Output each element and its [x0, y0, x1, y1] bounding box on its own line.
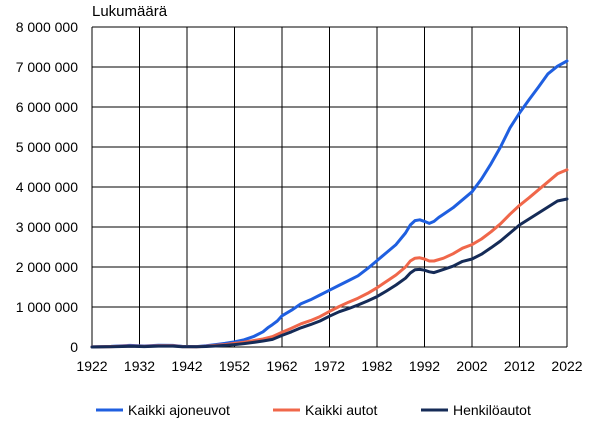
- legend-label: Henkilöautot: [453, 402, 531, 418]
- x-tick-labels: 1922 1932 1942 1952 1962 1972 1982 1992 2002 2012…: [76, 358, 582, 374]
- grid: [91, 26, 568, 348]
- y-tick-label: 4 000 000: [16, 179, 78, 195]
- x-tick-label: 2012: [504, 358, 535, 374]
- y-tick-label: 7 000 000: [16, 59, 78, 75]
- x-tick-label: 1982: [361, 358, 392, 374]
- series-line: [90, 197, 569, 349]
- y-tick-label: 1 000 000: [16, 299, 78, 315]
- y-tick-label: 3 000 000: [16, 219, 78, 235]
- legend-label: Kaikki ajoneuvot: [128, 402, 230, 418]
- y-tick-label: 8 000 000: [16, 19, 78, 35]
- y-tick-label: 0: [70, 339, 78, 355]
- x-tick-label: 1922: [76, 358, 107, 374]
- x-tick-label: 1962: [266, 358, 297, 374]
- legend: Kaikki ajoneuvot Kaikki autot Henkilöautot: [96, 402, 531, 418]
- y-tick-label: 2 000 000: [16, 259, 78, 275]
- x-tick-label: 1992: [409, 358, 440, 374]
- x-tick-label: 1972: [314, 358, 345, 374]
- y-tick-labels: 0 1 000 000 2 000 000 3 000 000 4 000 000 5 0…: [16, 19, 79, 355]
- series-lines: [90, 59, 569, 349]
- y-axis-label: Lukumäärä: [92, 3, 168, 20]
- x-tick-label: 1932: [124, 358, 155, 374]
- y-tick-label: 5 000 000: [16, 139, 78, 155]
- legend-label: Kaikki autot: [305, 402, 377, 418]
- x-tick-label: 1952: [219, 358, 250, 374]
- x-tick-label: 2002: [456, 358, 487, 374]
- y-tick-label: 6 000 000: [16, 99, 78, 115]
- x-tick-label: 2022: [551, 358, 582, 374]
- x-tick-label: 1942: [171, 358, 202, 374]
